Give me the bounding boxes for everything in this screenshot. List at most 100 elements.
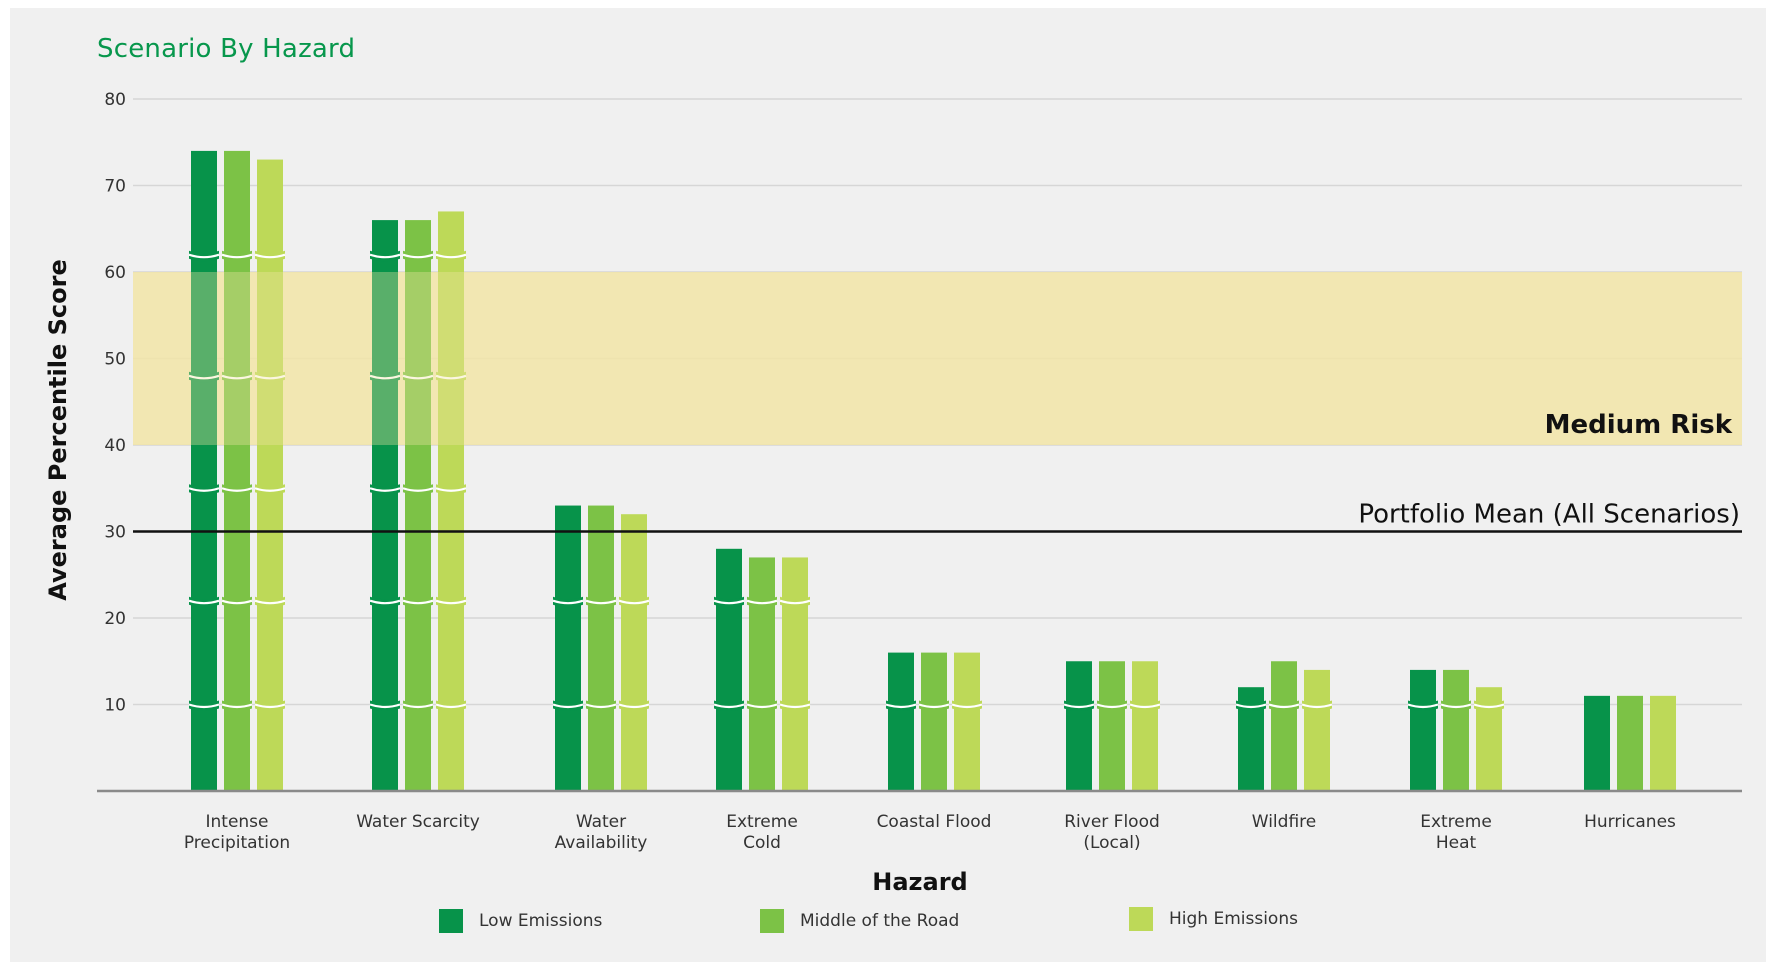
bar-node (403, 371, 433, 383)
bar-node (222, 371, 252, 383)
bar-node (189, 700, 219, 711)
bar-node (747, 596, 777, 608)
bar-node (255, 484, 285, 495)
bar (1063, 661, 1095, 791)
bar-node (189, 484, 219, 495)
bar-node (1269, 700, 1299, 711)
bar-body (1099, 661, 1125, 791)
y-tick-label: 60 (104, 263, 126, 283)
bar-node (952, 700, 982, 711)
bar (1129, 661, 1161, 791)
x-tick-label: Hurricanes (1584, 812, 1676, 832)
bar (402, 220, 434, 792)
bar-node (619, 596, 649, 608)
bar (1268, 661, 1300, 791)
bar-joint (779, 703, 811, 709)
y-tick-label: 40 (104, 436, 126, 456)
bar-node (370, 250, 400, 262)
bar-node (436, 484, 466, 495)
bar (1617, 695, 1643, 791)
bar-joint (221, 703, 253, 709)
bar (221, 150, 253, 791)
bar-node (255, 596, 285, 608)
bar-body (257, 159, 283, 792)
bar-node (586, 700, 616, 711)
bar-node (780, 700, 810, 711)
bar-body (1066, 661, 1092, 791)
bar-node (1236, 700, 1266, 711)
x-tick-label: (Local) (1083, 833, 1140, 853)
bar-joint (1268, 703, 1300, 709)
bar-node (436, 700, 466, 711)
bar (188, 150, 220, 791)
bar-node (189, 250, 219, 262)
bar-node (586, 596, 616, 608)
bar-body (954, 652, 980, 791)
bar-body (1650, 695, 1676, 791)
bar-body (716, 548, 742, 791)
bar-node (403, 700, 433, 711)
bar-joint (188, 703, 220, 709)
bar-body (921, 652, 947, 791)
bar-node (370, 371, 400, 383)
bar-node (255, 371, 285, 383)
bar-node (370, 484, 400, 495)
bar (1440, 669, 1472, 791)
bar-node (222, 484, 252, 495)
medium-risk-band (133, 272, 1742, 445)
bar-joint (1301, 703, 1333, 709)
bar-node (222, 250, 252, 262)
bar-node (1302, 700, 1332, 711)
bar-node (370, 700, 400, 711)
bar-joint (618, 599, 650, 605)
medium-risk-label: Medium Risk (1545, 410, 1733, 440)
bar-joint (221, 374, 253, 380)
y-tick-label: 20 (104, 609, 126, 629)
bar-body (1584, 695, 1610, 791)
bar-joint (435, 374, 467, 380)
bar-joint (918, 703, 950, 709)
bar-node (189, 596, 219, 608)
bar-joint (369, 253, 401, 259)
bar-node (1441, 700, 1471, 711)
x-tick-label: Extreme (1420, 812, 1492, 832)
bar-body (372, 220, 398, 792)
bar-body (1271, 661, 1297, 791)
bar-joint (369, 703, 401, 709)
bar-joint (369, 599, 401, 605)
bar-node (1130, 700, 1160, 711)
bar-node (919, 700, 949, 711)
bar-joint (746, 599, 778, 605)
portfolio-mean-label: Portfolio Mean (All Scenarios) (1358, 500, 1740, 530)
bar-joint (1129, 703, 1161, 709)
bar-joint (254, 703, 286, 709)
legend-label: Middle of the Road (800, 911, 960, 931)
portfolio-mean-line: Portfolio Mean (All Scenarios) (133, 500, 1742, 533)
y-tick-label: 30 (104, 523, 126, 543)
bar-node (780, 596, 810, 608)
bar-node (403, 250, 433, 262)
x-tick-label: Wildfire (1252, 812, 1316, 832)
x-axis-title: Hazard (872, 868, 967, 896)
x-tick-label: Heat (1436, 833, 1477, 853)
bar-node (619, 700, 649, 711)
bar-joint (1473, 703, 1505, 709)
legend-label: Low Emissions (479, 911, 603, 931)
bar-joint (254, 374, 286, 380)
bar (713, 548, 745, 791)
x-tick-label: River Flood (1064, 812, 1160, 832)
bar (1473, 687, 1505, 791)
bar-body (555, 505, 581, 791)
bar-body (1617, 695, 1643, 791)
bar-joint (402, 374, 434, 380)
bar (254, 159, 286, 792)
bar-node (1474, 700, 1504, 711)
bar-node (436, 250, 466, 262)
bar (779, 557, 811, 791)
bar-joint (254, 487, 286, 492)
bar-body (888, 652, 914, 791)
bar-body (749, 557, 775, 791)
x-tick-label: Water (576, 812, 626, 832)
bar-joint (188, 487, 220, 492)
bar-joint (188, 253, 220, 259)
